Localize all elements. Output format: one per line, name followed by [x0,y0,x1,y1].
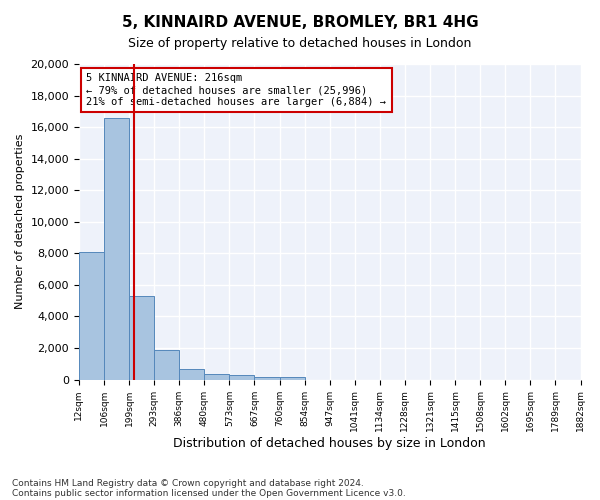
Text: Contains public sector information licensed under the Open Government Licence v3: Contains public sector information licen… [12,488,406,498]
Bar [154,350,179,380]
Bar [129,296,154,380]
X-axis label: Distribution of detached houses by size in London: Distribution of detached houses by size … [173,437,486,450]
Bar [254,376,280,380]
Bar [179,368,205,380]
Bar [280,377,305,380]
Text: 5 KINNAIRD AVENUE: 216sqm
← 79% of detached houses are smaller (25,996)
21% of s: 5 KINNAIRD AVENUE: 216sqm ← 79% of detac… [86,74,386,106]
Bar [104,118,129,380]
Bar [79,252,104,380]
Text: Contains HM Land Registry data © Crown copyright and database right 2024.: Contains HM Land Registry data © Crown c… [12,478,364,488]
Bar [205,374,229,380]
Y-axis label: Number of detached properties: Number of detached properties [15,134,25,310]
Text: 5, KINNAIRD AVENUE, BROMLEY, BR1 4HG: 5, KINNAIRD AVENUE, BROMLEY, BR1 4HG [122,15,478,30]
Text: Size of property relative to detached houses in London: Size of property relative to detached ho… [128,38,472,51]
Bar [229,376,254,380]
